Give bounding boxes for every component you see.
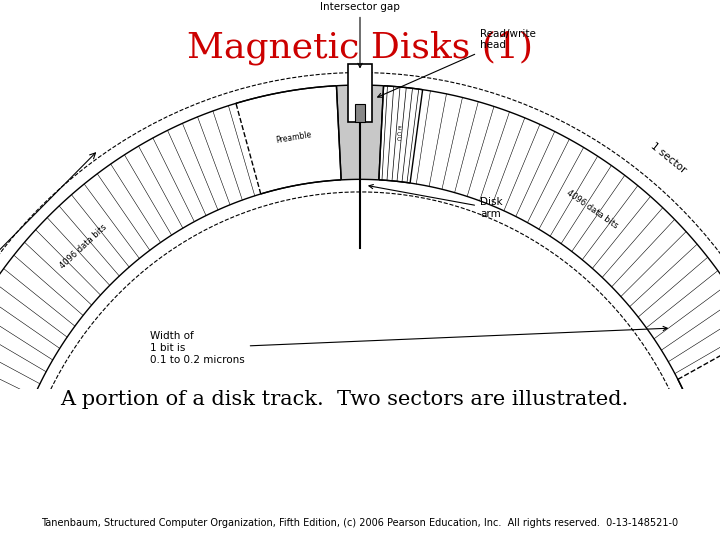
Polygon shape bbox=[379, 86, 423, 183]
Text: Track
width is
1–2 microns: Track width is 1–2 microns bbox=[0, 539, 1, 540]
Polygon shape bbox=[0, 395, 22, 459]
Text: Width of
1 bit is
0.1 to 0.2 microns: Width of 1 bit is 0.1 to 0.2 microns bbox=[150, 326, 667, 364]
Polygon shape bbox=[379, 86, 720, 459]
Polygon shape bbox=[0, 86, 341, 459]
Polygon shape bbox=[236, 86, 341, 194]
Text: Read/write
head: Read/write head bbox=[378, 29, 536, 97]
Text: A portion of a disk track.  Two sectors are illustrated.: A portion of a disk track. Two sectors a… bbox=[60, 390, 629, 409]
Text: Disk
arm: Disk arm bbox=[369, 185, 503, 219]
Text: 4096 data bits: 4096 data bits bbox=[58, 222, 109, 270]
Text: Tanenbaum, Structured Computer Organization, Fifth Edition, (c) 2006 Pearson Edu: Tanenbaum, Structured Computer Organizat… bbox=[42, 518, 678, 528]
Polygon shape bbox=[678, 335, 720, 459]
Text: Intersector gap: Intersector gap bbox=[320, 2, 400, 68]
Text: Preamble: Preamble bbox=[274, 131, 312, 145]
Text: 4096 data bits: 4096 data bits bbox=[565, 188, 620, 230]
Polygon shape bbox=[336, 85, 384, 180]
Polygon shape bbox=[348, 64, 372, 122]
Text: E
C
C: E C C bbox=[397, 126, 401, 143]
Text: Magnetic Disks (1): Magnetic Disks (1) bbox=[187, 30, 533, 65]
Text: Direction of disk rotation: Direction of disk rotation bbox=[0, 217, 3, 321]
Text: 1 sector: 1 sector bbox=[649, 140, 688, 175]
Polygon shape bbox=[355, 104, 365, 122]
